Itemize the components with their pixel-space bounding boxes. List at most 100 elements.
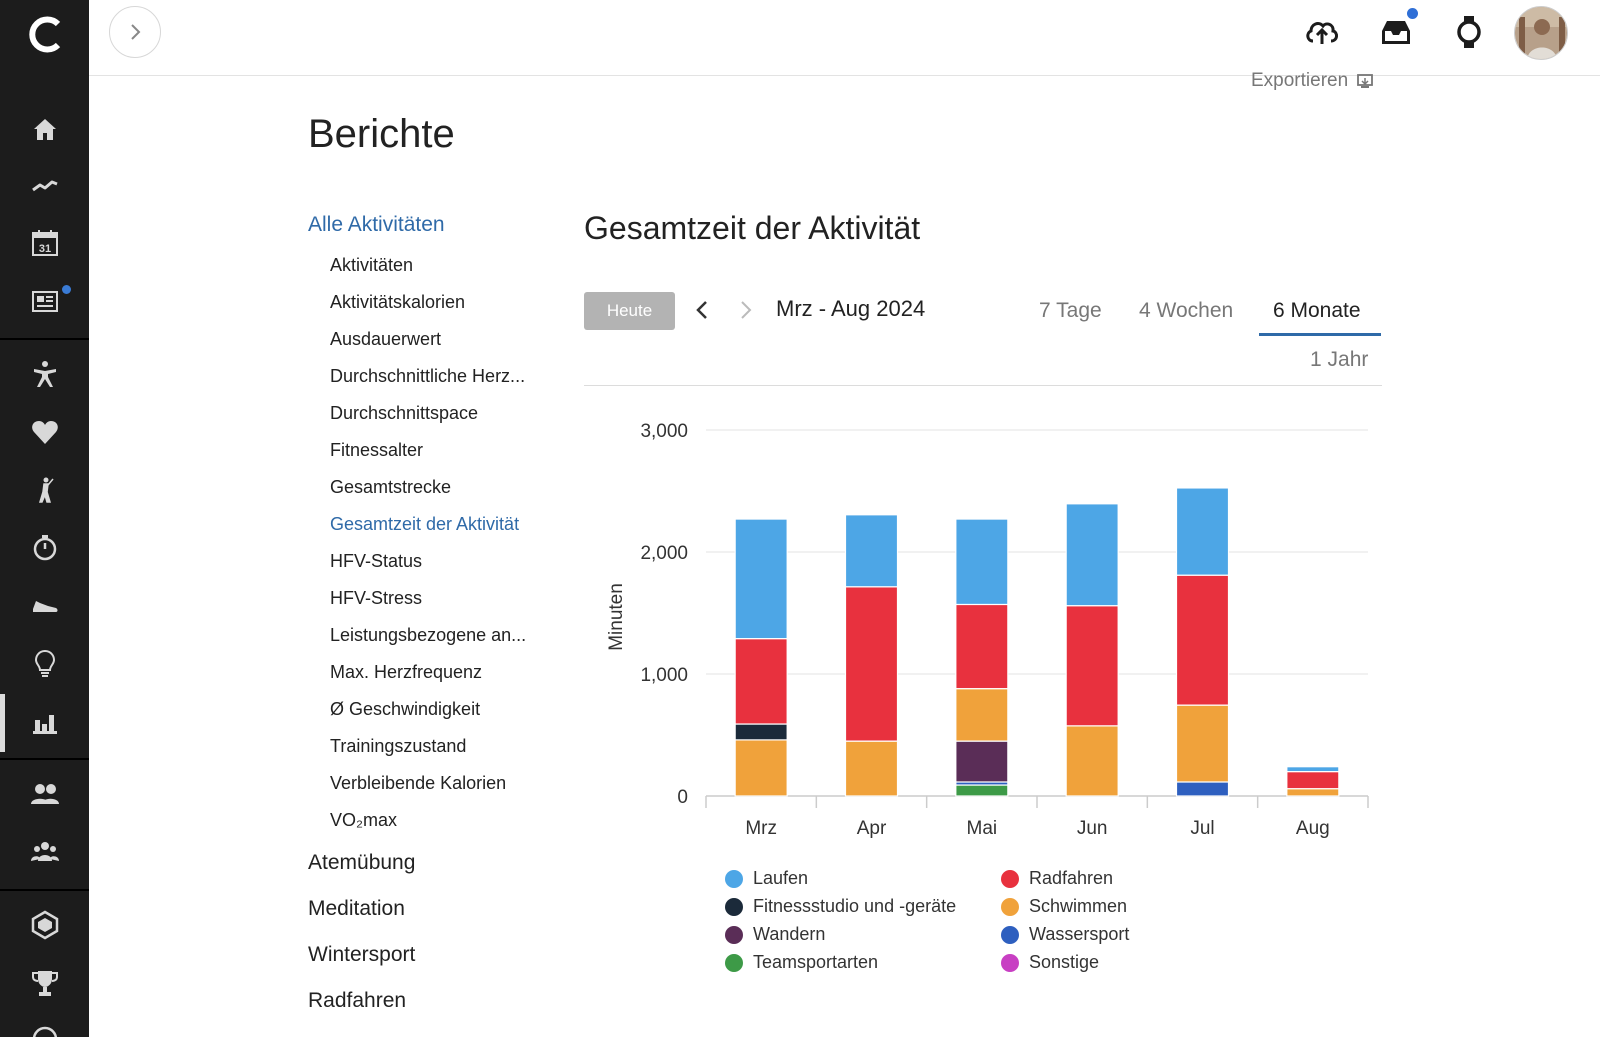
report-nav-item[interactable]: Verbleibende Kalorien xyxy=(330,773,507,793)
nav-section-all-activities[interactable]: Alle Aktivitäten xyxy=(308,213,445,236)
shoe-icon[interactable] xyxy=(24,584,66,626)
bar-segment xyxy=(734,518,788,640)
bar-segment xyxy=(734,739,788,797)
report-nav-item[interactable]: Leistungsbezogene an... xyxy=(330,625,527,645)
tab-7-days[interactable]: 7 Tage xyxy=(1039,299,1102,322)
bar-segment xyxy=(1065,503,1119,607)
activity-trend-icon[interactable] xyxy=(24,165,66,207)
report-sub-list: Aktivitäten Aktivitätskalorien Ausdauerwer… xyxy=(308,252,548,844)
home-icon[interactable] xyxy=(24,108,66,150)
page-title: Berichte xyxy=(308,112,455,156)
report-nav-item[interactable]: Aktivitätskalorien xyxy=(330,292,466,312)
y-tick-label: 0 xyxy=(677,787,688,808)
next-period-button[interactable] xyxy=(734,295,758,325)
report-nav-item[interactable]: Durchschnittliche Herz... xyxy=(330,366,526,386)
more-icon[interactable] xyxy=(24,1018,66,1037)
report-nav-item[interactable]: Fitnessalter xyxy=(330,440,424,460)
calendar-icon-label: 31 xyxy=(39,243,51,255)
sidebar-divider xyxy=(0,889,89,891)
y-tick-label: 1,000 xyxy=(640,665,688,686)
report-nav-item[interactable]: HFV-Status xyxy=(330,551,423,571)
y-axis-label: Minuten xyxy=(606,583,627,651)
report-nav-section[interactable]: Wintersport xyxy=(308,943,416,966)
legend-item[interactable]: Wassersport xyxy=(1001,924,1129,945)
report-nav-item[interactable]: Aktivitäten xyxy=(330,255,414,275)
top-bar xyxy=(89,0,1600,76)
tab-1-year[interactable]: 1 Jahr xyxy=(1310,348,1369,371)
sidebar-divider xyxy=(0,338,89,340)
bar-segment xyxy=(955,518,1009,606)
lightbulb-icon[interactable] xyxy=(24,642,66,684)
report-nav-section[interactable]: Radfahren xyxy=(308,989,407,1012)
bar-segment xyxy=(1175,574,1230,706)
watch-icon[interactable] xyxy=(1449,12,1489,52)
person-icon[interactable] xyxy=(24,353,66,395)
legend-label: Teamsportarten xyxy=(753,952,879,972)
news-icon[interactable] xyxy=(24,280,66,322)
chart-separator xyxy=(584,385,1382,386)
legend-item[interactable]: Laufen xyxy=(725,868,808,889)
y-tick-label: 2,000 xyxy=(640,543,688,564)
bar-segment xyxy=(1065,605,1119,727)
report-nav-section[interactable]: Meditation xyxy=(308,897,405,920)
bar-segment xyxy=(844,586,899,742)
report-nav-item[interactable]: HFV-Stress xyxy=(330,588,423,608)
trophy-icon[interactable] xyxy=(24,962,66,1004)
garmin-connect-logo-icon[interactable] xyxy=(22,12,67,57)
news-notification-dot xyxy=(62,285,71,294)
report-nav-item[interactable]: Ausdauerwert xyxy=(330,329,442,349)
date-range-label: Mrz - Aug 2024 xyxy=(776,296,926,321)
x-tick-label: Mrz xyxy=(745,818,777,839)
report-nav-item[interactable]: Trainingszustand xyxy=(330,736,467,756)
groups-icon[interactable] xyxy=(24,831,66,873)
chevron-right-icon xyxy=(741,301,752,319)
legend-item[interactable]: Teamsportarten xyxy=(725,952,878,973)
legend-dot xyxy=(725,953,743,972)
expand-sidebar-button[interactable] xyxy=(109,6,161,58)
tab-4-weeks[interactable]: 4 Wochen xyxy=(1139,299,1234,322)
bar-segment xyxy=(734,638,788,725)
inbox-notification-dot xyxy=(1407,8,1418,19)
legend-item[interactable]: Schwimmen xyxy=(1001,896,1127,917)
report-nav-section[interactable]: Gaming xyxy=(308,1034,548,1037)
badge-icon[interactable] xyxy=(24,904,66,946)
legend-item[interactable]: Radfahren xyxy=(1001,868,1113,889)
report-nav-item[interactable]: Ø Geschwindigkeit xyxy=(330,699,481,719)
inbox-icon[interactable] xyxy=(1376,12,1416,52)
avatar[interactable] xyxy=(1514,6,1568,60)
report-nav-item[interactable]: VO₂max xyxy=(330,810,397,830)
report-nav-item[interactable]: Gesamtstrecke xyxy=(330,477,452,497)
report-nav-item[interactable]: Max. Herzfrequenz xyxy=(330,662,483,682)
tab-6-months[interactable]: 6 Monate xyxy=(1273,299,1361,322)
report-nav-item[interactable]: Durchschnittspace xyxy=(330,403,479,423)
golf-icon[interactable] xyxy=(24,469,66,511)
report-nav-section[interactable]: Atemübung xyxy=(308,851,416,874)
report-nav-item[interactable]: Gesamtzeit der Aktivität xyxy=(330,514,520,534)
bar-segment xyxy=(844,740,899,797)
connections-icon[interactable] xyxy=(24,773,66,815)
legend-label: Fitnessstudio und -geräte xyxy=(753,896,957,916)
reports-chart-icon[interactable] xyxy=(24,701,66,743)
legend-dot xyxy=(725,925,743,944)
legend-item[interactable]: Fitnessstudio und -geräte xyxy=(725,896,956,917)
heart-icon[interactable] xyxy=(24,411,66,453)
legend-label: Laufen xyxy=(753,868,809,888)
legend-item[interactable]: Wandern xyxy=(725,924,825,945)
legend-item[interactable]: Sonstige xyxy=(1001,952,1099,973)
stopwatch-icon[interactable] xyxy=(24,526,66,568)
previous-period-button[interactable] xyxy=(690,295,714,325)
legend-dot xyxy=(1001,925,1019,944)
y-tick-label: 3,000 xyxy=(640,421,688,442)
x-tick-label: Aug xyxy=(1296,818,1330,839)
bar-segment xyxy=(1175,781,1230,797)
upload-cloud-icon[interactable] xyxy=(1302,12,1342,52)
bar-segment xyxy=(844,514,899,588)
today-button[interactable]: Heute xyxy=(584,292,675,330)
active-tab-underline xyxy=(1259,333,1381,336)
calendar-icon[interactable]: 31 xyxy=(24,222,66,264)
bar-segment xyxy=(1286,771,1340,790)
export-button[interactable]: Exportieren xyxy=(1251,70,1374,92)
sidebar-active-indicator xyxy=(0,694,5,752)
x-tick-label: Mai xyxy=(967,818,998,839)
bar-segment xyxy=(955,603,1009,690)
